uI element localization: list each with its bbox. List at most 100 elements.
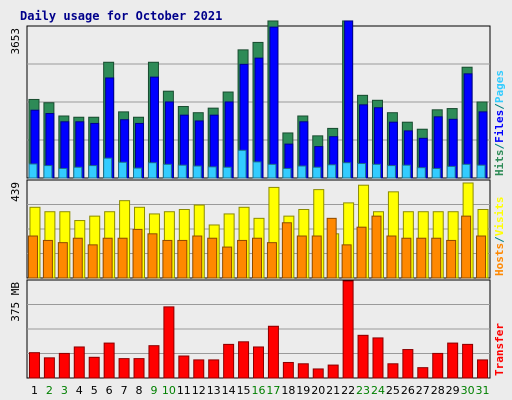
bar-pages-day-18 — [282, 167, 292, 179]
series-transfer — [28, 280, 489, 379]
bar-transfer-day-30 — [462, 343, 474, 379]
bar-transfer-day-18 — [282, 361, 294, 379]
bar-pages-day-28 — [431, 167, 441, 179]
bar-pages-day-4 — [73, 166, 83, 179]
legend-slash: / — [493, 143, 506, 150]
bar-transfer-day-7 — [118, 358, 130, 379]
day-label-2: 2 — [46, 384, 53, 397]
day-label-12: 12 — [192, 384, 206, 397]
legend-visits: Visits — [493, 197, 506, 237]
bar-transfer-day-24 — [372, 337, 384, 379]
bar-pages-day-2 — [43, 165, 53, 179]
bar-hosts-day-25 — [386, 235, 397, 279]
bar-hosts-day-28 — [431, 237, 442, 279]
bar-hosts-day-31 — [476, 235, 487, 279]
day-label-13: 13 — [207, 384, 221, 397]
bar-hosts-day-9 — [147, 233, 158, 279]
side-legend: Hosts/Visits — [493, 197, 506, 277]
legend-slash: / — [493, 236, 506, 243]
bar-files-day-14 — [224, 101, 234, 179]
day-label-25: 25 — [386, 384, 400, 397]
day-label-7: 7 — [121, 384, 128, 397]
bar-hosts-day-1 — [27, 235, 38, 279]
series-hosts — [27, 215, 487, 279]
bar-pages-day-20 — [312, 166, 322, 179]
bar-transfer-day-20 — [312, 368, 324, 379]
day-label-28: 28 — [431, 384, 445, 397]
day-label-10: 10 — [162, 384, 176, 397]
day-label-18: 18 — [281, 384, 295, 397]
bar-transfer-day-3 — [58, 352, 70, 379]
bar-hosts-day-13 — [207, 237, 218, 279]
bar-pages-day-25 — [386, 165, 396, 179]
bar-pages-day-14 — [222, 166, 232, 179]
bar-hosts-day-21 — [326, 217, 337, 279]
bar-pages-day-15 — [237, 149, 247, 179]
bar-pages-day-7 — [118, 161, 128, 179]
bar-hosts-day-10 — [162, 239, 173, 279]
bar-transfer-day-31 — [477, 359, 489, 379]
bar-hosts-day-18 — [281, 222, 292, 279]
bar-transfer-day-28 — [432, 352, 444, 379]
bar-transfer-day-19 — [297, 363, 309, 379]
day-label-23: 23 — [356, 384, 370, 397]
bar-pages-day-12 — [192, 165, 202, 179]
day-label-21: 21 — [326, 384, 340, 397]
y-axis-max-label: 3653 — [9, 28, 22, 55]
bar-transfer-day-23 — [357, 334, 369, 379]
bar-hosts-day-2 — [42, 239, 53, 279]
bar-pages-day-8 — [133, 167, 143, 179]
bar-transfer-day-22 — [342, 280, 354, 379]
bar-hosts-day-23 — [356, 226, 367, 279]
panel-hosts-visits: 439 Hosts/Visits — [9, 179, 506, 279]
bar-transfer-day-25 — [387, 363, 399, 379]
day-label-9: 9 — [150, 384, 157, 397]
bar-pages-day-30 — [461, 163, 471, 179]
bar-pages-day-27 — [416, 167, 426, 179]
chart-title: Daily usage for October 2021 — [20, 9, 222, 23]
day-label-16: 16 — [252, 384, 266, 397]
bar-hosts-day-12 — [192, 235, 203, 279]
bar-transfer-day-8 — [133, 358, 145, 379]
bar-transfer-day-16 — [253, 346, 264, 379]
bar-hosts-day-19 — [296, 235, 307, 279]
bar-pages-day-10 — [162, 163, 172, 179]
bar-hosts-day-29 — [446, 239, 457, 279]
bar-files-day-22 — [344, 20, 354, 179]
bar-pages-day-23 — [357, 163, 367, 179]
day-label-27: 27 — [416, 384, 430, 397]
bar-pages-day-17 — [267, 163, 277, 179]
bar-hosts-day-3 — [57, 242, 68, 279]
bar-transfer-day-9 — [148, 345, 160, 379]
legend-pages: Pages — [493, 70, 506, 103]
day-label-5: 5 — [91, 384, 98, 397]
panel-transfer: 375 MB Transfer — [9, 279, 506, 379]
bar-pages-day-5 — [88, 165, 98, 179]
legend-hits: Hits — [493, 150, 506, 177]
panel-hits-files-pages: 3653 Hits/Files/Pages — [9, 20, 506, 179]
bar-transfer-day-12 — [193, 359, 205, 379]
day-label-31: 31 — [476, 384, 490, 397]
bar-hosts-day-20 — [311, 235, 322, 279]
bar-pages-day-31 — [476, 164, 486, 179]
day-label-17: 17 — [266, 384, 280, 397]
bar-pages-day-29 — [446, 165, 456, 179]
day-label-30: 30 — [461, 384, 475, 397]
bar-files-day-16 — [254, 57, 264, 179]
x-axis-day-labels: 1 2 3 4 5 6 7 8 9 10 11 12 13 14 15 16 17 18 19 20 21 22 23 24 2… — [31, 384, 490, 397]
bar-pages-day-3 — [58, 167, 68, 179]
side-legend: Hits/Files/Pages — [493, 70, 506, 176]
bar-transfer-day-14 — [223, 343, 235, 379]
bar-hosts-day-14 — [222, 246, 233, 279]
legend-slash: / — [493, 103, 506, 110]
bar-pages-day-26 — [401, 164, 411, 179]
bar-transfer-day-11 — [178, 355, 190, 379]
bar-hosts-day-22 — [341, 244, 352, 279]
bar-hosts-day-24 — [371, 215, 382, 279]
bar-hosts-day-7 — [117, 237, 128, 279]
series-pages — [28, 149, 486, 179]
day-label-26: 26 — [401, 384, 415, 397]
day-label-4: 4 — [76, 384, 83, 397]
bar-transfer-day-13 — [208, 359, 220, 379]
